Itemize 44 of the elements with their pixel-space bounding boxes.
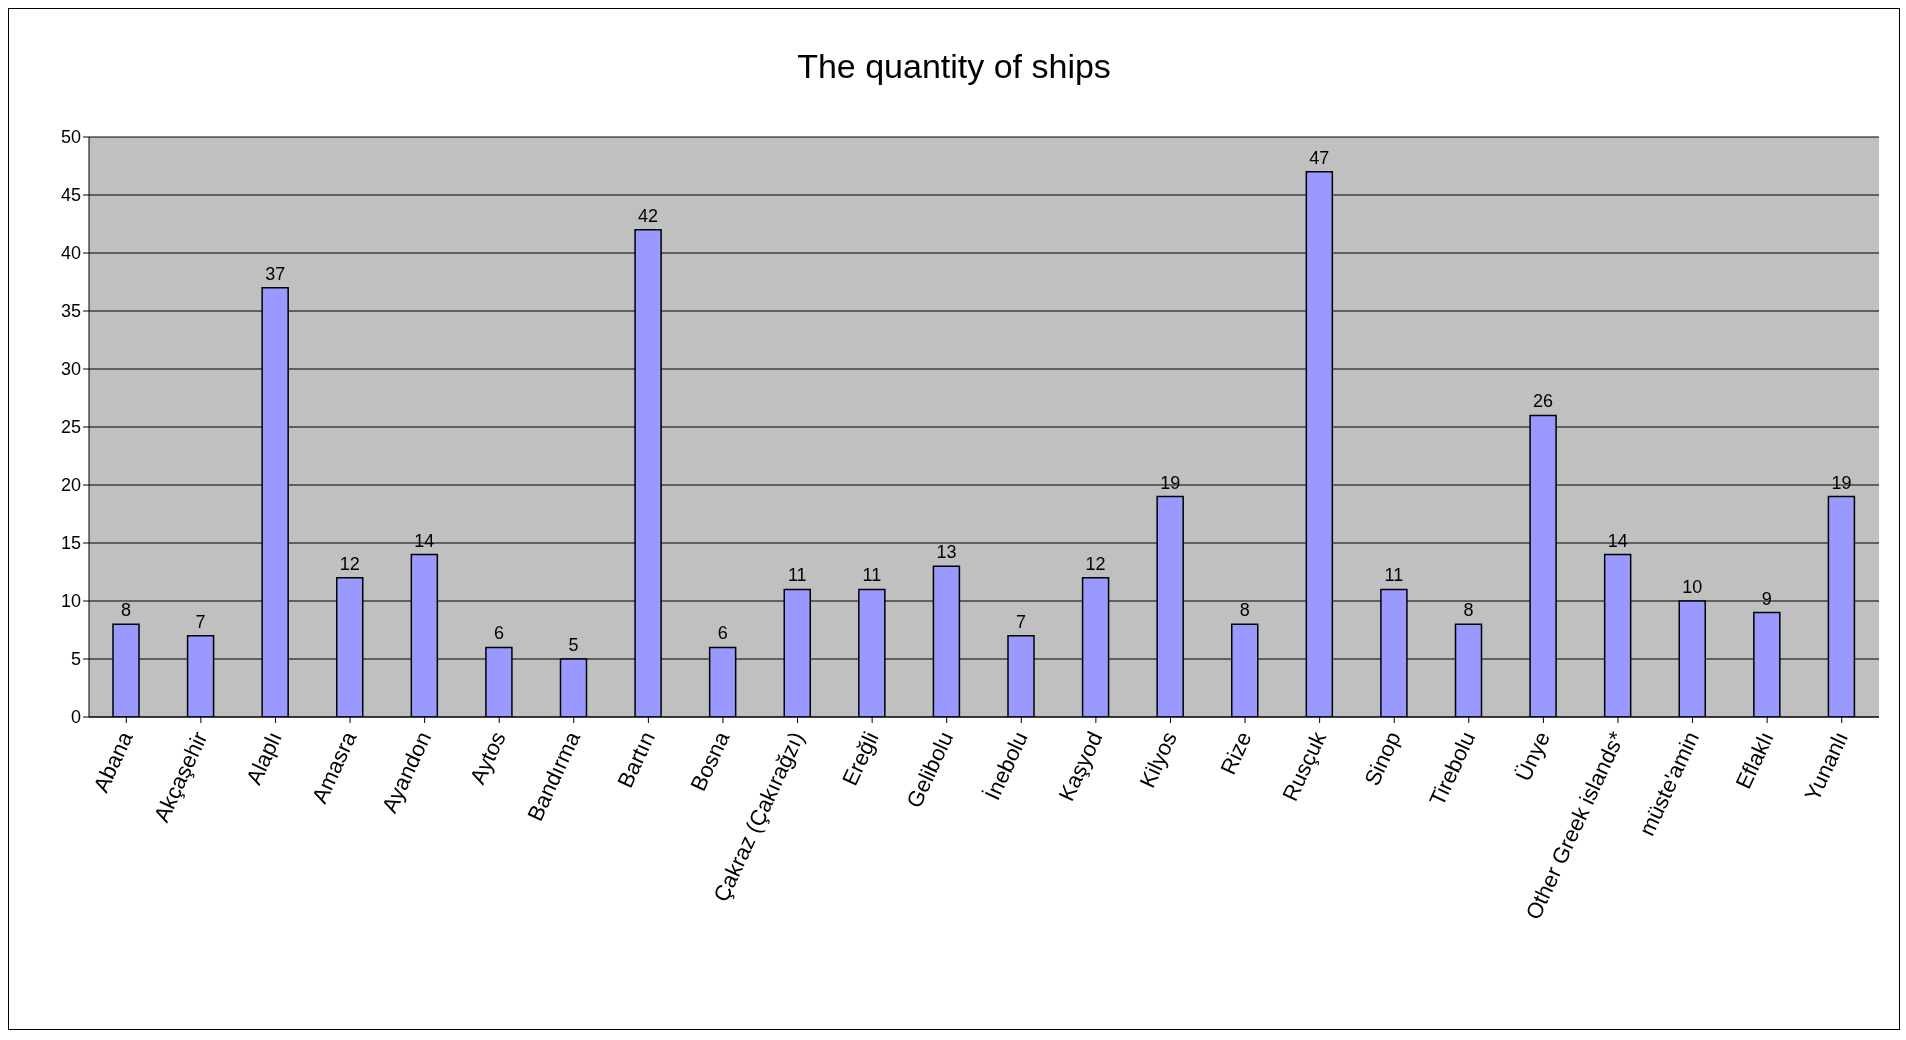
data-label: 12 (1085, 553, 1106, 574)
data-label: 5 (568, 635, 579, 655)
chart-title: The quantity of ships (796, 46, 1112, 87)
data-label: 19 (1160, 472, 1181, 493)
y-tick-label: 40 (60, 243, 81, 264)
data-label: 26 (1533, 391, 1554, 412)
data-label: 19 (1831, 472, 1852, 493)
x-tick-label: Aytos (464, 727, 511, 788)
data-label: 13 (936, 542, 957, 563)
data-label: 9 (1761, 588, 1772, 609)
y-tick-label: 0 (70, 707, 81, 728)
data-label: 14 (1607, 530, 1628, 551)
y-tick-label: 15 (60, 533, 81, 554)
data-label: 37 (265, 263, 286, 284)
x-tick-label: Sinop (1359, 727, 1406, 790)
data-label: 12 (339, 553, 360, 574)
data-label: 6 (717, 623, 728, 644)
y-tick-label: 20 (60, 475, 81, 496)
data-label: 11 (1384, 565, 1404, 586)
data-label: 42 (638, 205, 659, 226)
data-label: 7 (195, 611, 206, 632)
data-label: 7 (1015, 611, 1027, 632)
data-label: 8 (1463, 600, 1474, 621)
data-label: 47 (1309, 147, 1330, 168)
y-tick-label: 5 (70, 649, 81, 670)
x-tick-label: Rize (1215, 727, 1257, 779)
x-tick-label: Ünye (1510, 727, 1555, 785)
y-tick-label: 35 (60, 301, 81, 322)
x-tick-label: Kilyos (1134, 727, 1182, 792)
data-label: 8 (1239, 600, 1250, 621)
y-tick-label: 10 (60, 591, 81, 612)
data-label: 8 (120, 600, 132, 621)
data-label: 10 (1682, 577, 1703, 597)
data-label: 14 (414, 530, 435, 551)
y-tick-label: 30 (60, 359, 81, 380)
data-label: 11 (787, 565, 807, 586)
x-tick-label: Ereğli (837, 727, 884, 790)
data-label: 11 (862, 565, 882, 586)
y-tick-label: 45 (60, 185, 81, 206)
y-tick-label: 25 (60, 417, 81, 438)
x-tick-label: Alaplı (241, 727, 287, 789)
y-tick-label: 50 (60, 127, 81, 148)
data-label: 6 (493, 623, 504, 644)
x-tick-label: Eflaklı (1730, 727, 1779, 793)
